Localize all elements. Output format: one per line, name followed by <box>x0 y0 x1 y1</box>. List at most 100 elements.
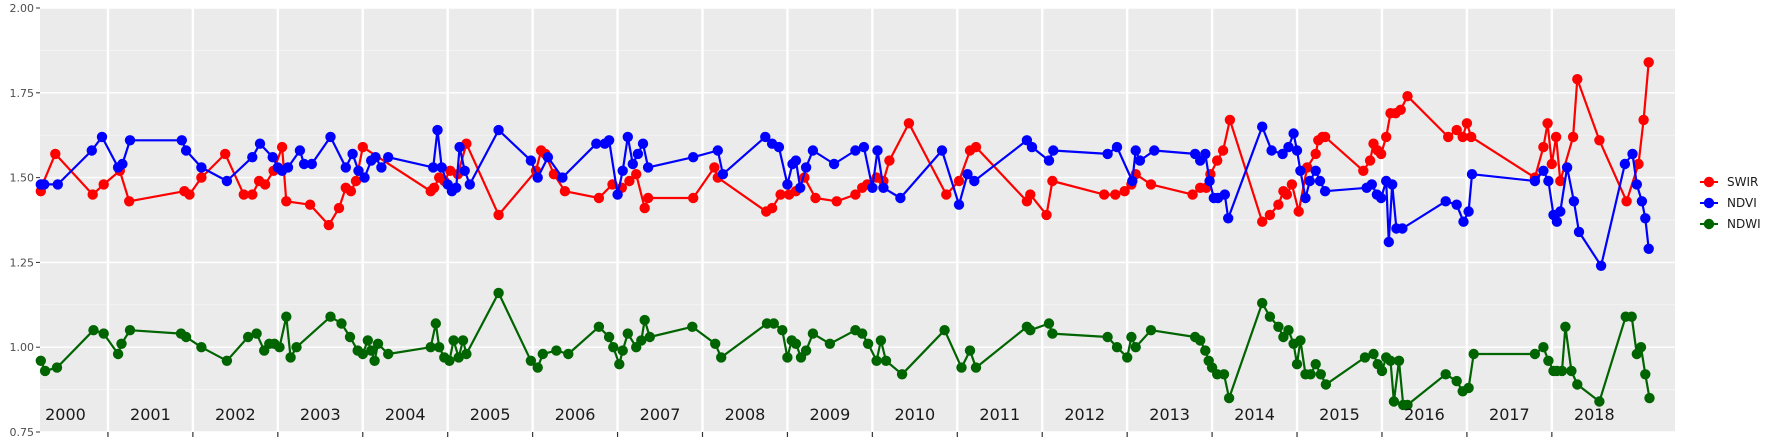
swir-point <box>884 155 895 166</box>
ndwi-point <box>880 355 892 366</box>
ndvi-point <box>1529 175 1541 187</box>
swir-point <box>1041 209 1052 221</box>
ndvi-point <box>627 158 638 170</box>
ndvi-point <box>612 189 623 200</box>
ndwi-point <box>1130 342 1141 353</box>
ndwi-point <box>1644 392 1655 404</box>
ndvi-point <box>353 165 364 176</box>
legend: SWIR NDVI NDWI <box>1700 175 1761 231</box>
ndwi-point <box>532 362 543 373</box>
ndvi-point <box>124 135 136 146</box>
ndwi-point <box>614 359 625 370</box>
ndwi-point <box>1376 365 1388 377</box>
ndwi-point <box>644 331 655 343</box>
year-label: 2017 <box>1489 405 1530 424</box>
ndvi-point <box>1130 145 1141 156</box>
ndvi-point <box>52 179 63 190</box>
ndwi-point <box>116 338 127 349</box>
ndwi-point <box>366 345 377 356</box>
ndvi-point <box>298 158 310 170</box>
swir-point <box>1638 114 1649 126</box>
ndwi-point <box>551 345 562 356</box>
ndwi-point <box>525 355 537 366</box>
ndwi-point <box>593 321 605 332</box>
swir-point <box>50 148 61 160</box>
ndwi-point <box>608 342 619 353</box>
ndvi-point <box>795 182 806 193</box>
ndvi-point <box>1266 145 1277 156</box>
ndwi-point <box>434 342 445 353</box>
ndwi-point <box>777 325 788 336</box>
legend-label: NDWI <box>1727 217 1761 231</box>
ndwi-point <box>1043 318 1055 329</box>
ndwi-point <box>1305 369 1316 380</box>
ndwi-point <box>1257 297 1268 309</box>
swir-point <box>1025 189 1036 200</box>
ndwi-point <box>493 287 504 299</box>
ndvi-point <box>1451 199 1462 210</box>
swir-point <box>688 192 699 204</box>
series-ndwi <box>35 287 1655 411</box>
ndvi-point <box>1631 179 1643 190</box>
year-label: 2000 <box>45 405 86 424</box>
ndvi-point <box>1223 213 1234 224</box>
ndvi-point <box>782 179 793 190</box>
ndwi-point <box>1122 352 1133 363</box>
ndvi-point <box>454 141 465 153</box>
ndvi-point <box>306 158 317 170</box>
ndvi-point <box>1043 155 1055 166</box>
swir-point <box>1286 179 1298 190</box>
ndvi-point <box>1111 141 1123 153</box>
ndvi-point <box>459 165 470 176</box>
ndvi-point <box>254 138 266 149</box>
ndvi-point <box>1026 141 1038 153</box>
swir-point <box>281 196 292 207</box>
ndwi-point <box>1451 375 1462 387</box>
ndvi-point <box>632 148 644 160</box>
ndvi-point <box>617 165 628 176</box>
ndwi-point <box>35 355 46 366</box>
ndwi-point <box>563 348 574 360</box>
ndvi-point <box>1568 196 1580 207</box>
ndwi-point <box>824 338 836 349</box>
swir-point <box>1451 124 1462 136</box>
ndvi-point <box>436 162 447 173</box>
ndwi-point <box>425 342 436 353</box>
ndvi-point <box>591 138 602 149</box>
ndvi-point <box>1551 216 1563 227</box>
ndwi-point <box>196 342 207 353</box>
ndvi-point <box>464 179 475 190</box>
ndwi-point <box>768 318 779 329</box>
year-label: 2016 <box>1404 405 1445 424</box>
ndwi-point <box>1626 311 1637 322</box>
ndvi-point <box>1640 213 1651 224</box>
ndwi-point <box>1529 348 1541 360</box>
ndvi-point <box>1555 206 1566 217</box>
swir-point <box>631 169 642 180</box>
ndvi-point <box>773 141 785 153</box>
swir-point <box>1395 104 1406 116</box>
ndvi-point <box>1543 175 1554 187</box>
ndwi-point <box>1291 359 1303 370</box>
ndvi-point <box>717 169 729 180</box>
swir-point <box>220 148 231 160</box>
swir-point <box>953 175 965 187</box>
ndvi-point <box>850 145 861 156</box>
ndwi-point <box>800 345 812 356</box>
swir-point <box>333 202 345 214</box>
ndwi-point <box>274 342 285 353</box>
ndvi-point <box>376 162 387 173</box>
swir-point <box>124 196 135 207</box>
ndvi-point <box>428 162 439 173</box>
swir-point <box>304 199 316 210</box>
swir-point <box>1538 141 1549 153</box>
ndwi-point <box>710 338 721 349</box>
ndwi-point <box>344 331 356 343</box>
ndwi-line <box>39 291 1651 406</box>
ndwi-point <box>1388 396 1400 407</box>
ndwi-point <box>617 345 628 356</box>
y-tick-label: 1.50 <box>10 172 35 185</box>
ndvi-point <box>1048 145 1059 156</box>
swir-point <box>1381 131 1392 143</box>
ndwi-point <box>782 352 793 363</box>
